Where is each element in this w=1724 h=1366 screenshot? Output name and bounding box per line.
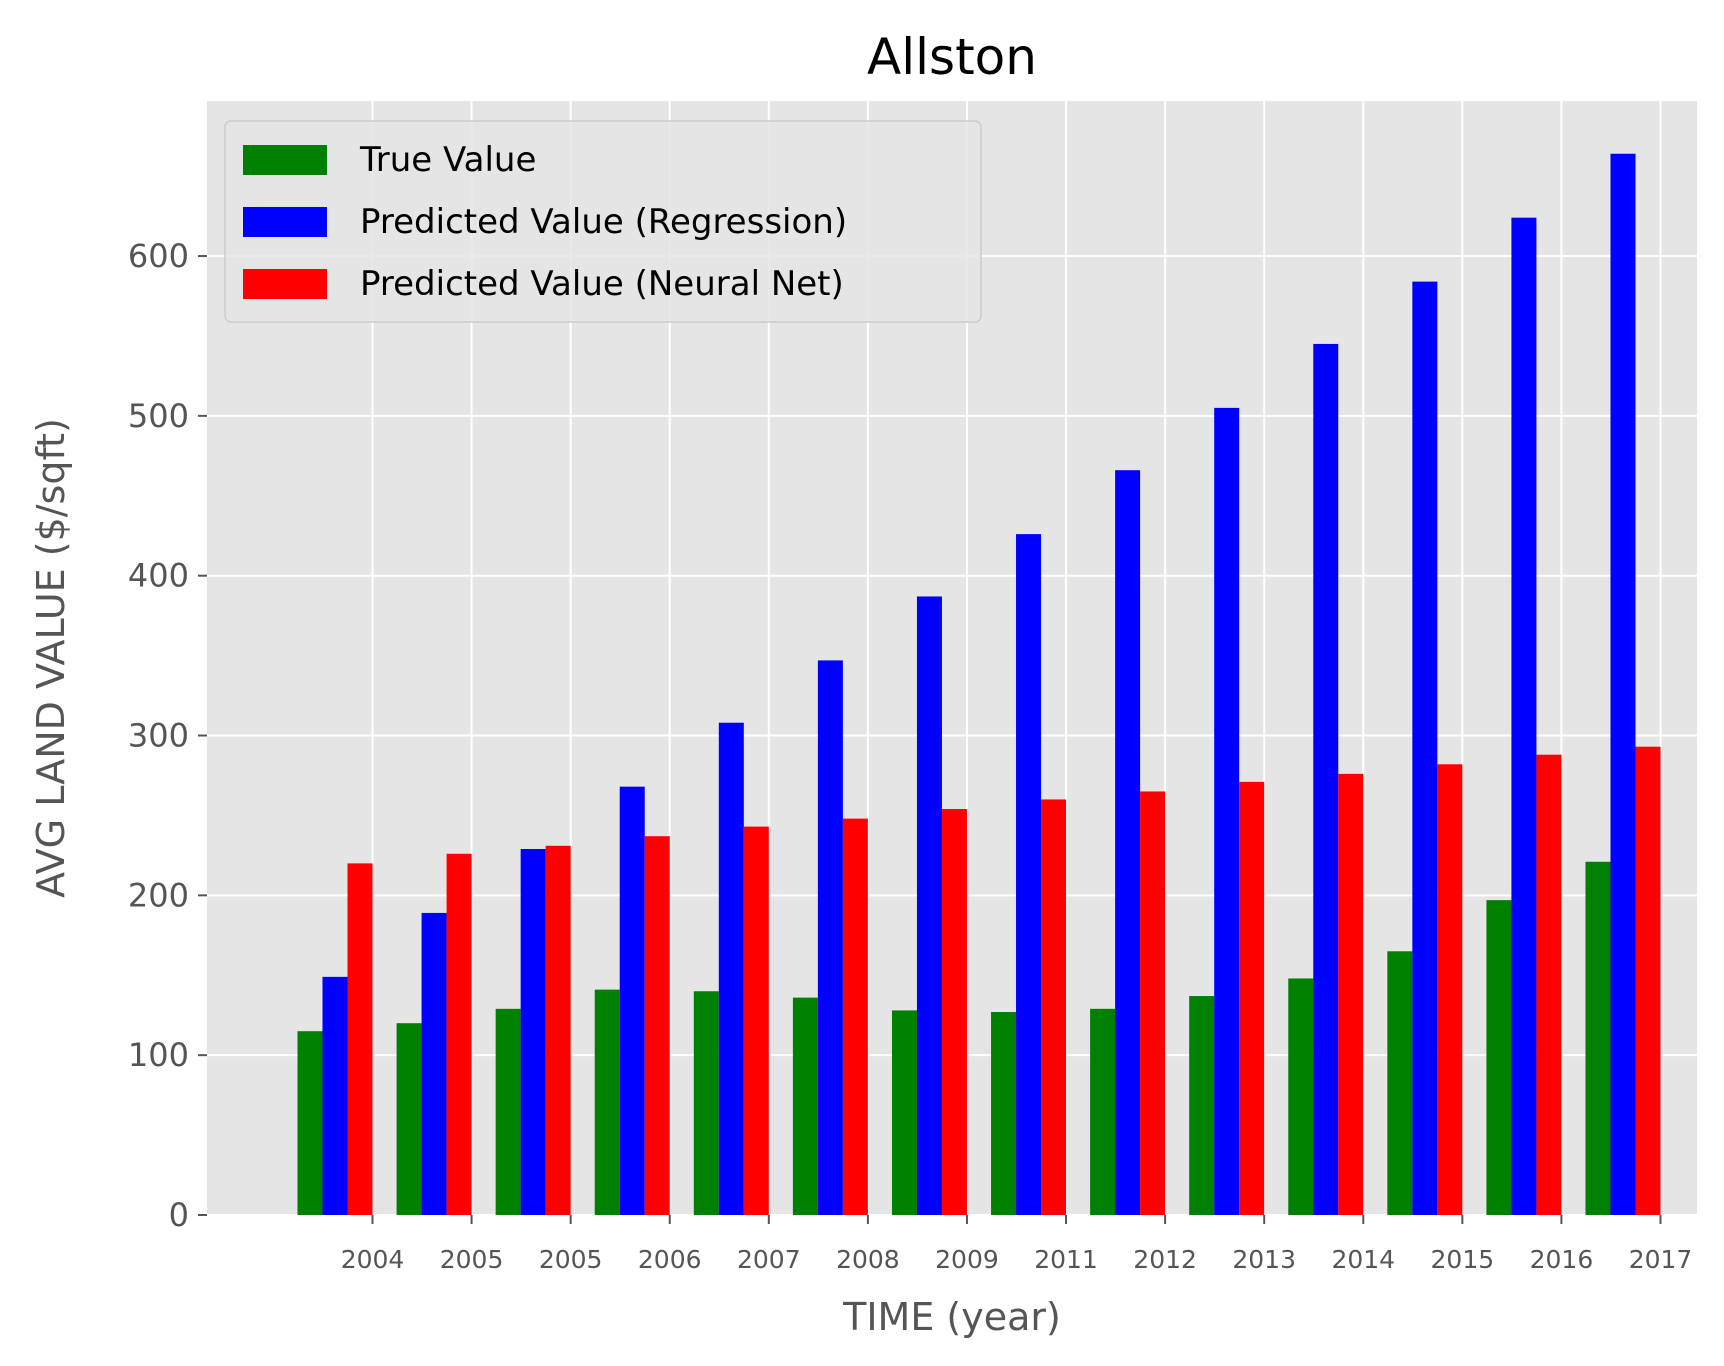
x-tick-label: 2007 — [737, 1245, 801, 1274]
bar-regression — [520, 848, 546, 1215]
bar-regression — [1412, 281, 1438, 1215]
bar-neural-net — [1239, 781, 1265, 1215]
bar-true-value — [594, 989, 620, 1215]
y-axis-label: AVG LAND VALUE ($/sqft) — [29, 418, 73, 898]
bar-neural-net — [1536, 754, 1562, 1215]
y-tick-label: 300 — [128, 717, 189, 755]
bar-regression — [718, 722, 744, 1215]
bar-neural-net — [644, 836, 670, 1215]
bar-true-value — [693, 991, 719, 1215]
legend: True Value Predicted Value (Regression) … — [224, 120, 982, 323]
legend-box — [224, 120, 982, 323]
bar-regression — [1313, 343, 1339, 1215]
y-tick-label: 500 — [128, 397, 189, 435]
bar-true-value — [792, 997, 818, 1215]
x-tick-label: 2011 — [1034, 1245, 1098, 1274]
bar-neural-net — [1635, 746, 1661, 1215]
legend-label-regression: Predicted Value (Regression) — [360, 202, 847, 242]
x-tick-label: 2015 — [1431, 1245, 1495, 1274]
chart-title: Allston — [867, 28, 1037, 86]
legend-swatch-neural-net — [243, 269, 327, 299]
bar-true-value — [1288, 978, 1314, 1215]
x-tick-label: 2016 — [1530, 1245, 1594, 1274]
bar-regression — [916, 596, 942, 1215]
y-tick-label: 0 — [169, 1196, 189, 1234]
bar-regression — [1214, 407, 1240, 1215]
bar-true-value — [396, 1023, 422, 1215]
bar-regression — [421, 912, 447, 1215]
bar-regression — [1610, 153, 1636, 1216]
bar-neural-net — [842, 818, 868, 1215]
legend-swatch-true-value — [243, 145, 327, 175]
y-tick-label: 200 — [128, 876, 189, 914]
bar-neural-net — [347, 863, 373, 1215]
bar-true-value — [891, 1010, 917, 1215]
bar-regression — [322, 976, 348, 1215]
bars — [297, 153, 1661, 1216]
bar-regression — [817, 660, 843, 1215]
bar-neural-net — [1338, 773, 1364, 1215]
legend-label-neural-net: Predicted Value (Neural Net) — [360, 264, 844, 304]
y-tick-label: 400 — [128, 557, 189, 595]
bar-regression — [1016, 534, 1042, 1215]
bar-true-value — [1585, 861, 1611, 1215]
x-tick-label: 2013 — [1232, 1245, 1296, 1274]
bar-neural-net — [446, 853, 472, 1215]
bar-true-value — [1486, 900, 1512, 1215]
bar-neural-net — [743, 826, 769, 1215]
x-tick-label: 2006 — [638, 1245, 702, 1274]
axis-ticks: 0 100 200 300 400 500 600 2004 2005 2005 2006 2007 2… — [128, 237, 1692, 1274]
bar-neural-net — [1041, 799, 1067, 1215]
x-tick-label: 2005 — [440, 1245, 504, 1274]
y-tick-label: 600 — [128, 237, 189, 275]
bar-true-value — [991, 1012, 1017, 1215]
legend-label-true-value: True Value — [359, 140, 536, 180]
x-tick-label: 2004 — [341, 1245, 405, 1274]
y-tick-label: 100 — [128, 1036, 189, 1074]
x-tick-label: 2014 — [1331, 1245, 1395, 1274]
x-tick-label: 2009 — [935, 1245, 999, 1274]
bar-neural-net — [545, 845, 571, 1215]
x-axis-label: TIME (year) — [842, 1295, 1061, 1339]
x-tick-label: 2008 — [836, 1245, 900, 1274]
bar-neural-net — [941, 809, 967, 1215]
bar-regression — [1115, 470, 1141, 1216]
x-tick-label: 2017 — [1629, 1245, 1693, 1274]
bar-true-value — [1090, 1008, 1116, 1215]
bar-true-value — [1189, 996, 1215, 1215]
bar-neural-net — [1140, 791, 1166, 1215]
bar-neural-net — [1437, 764, 1463, 1215]
x-tick-label: 2012 — [1133, 1245, 1197, 1274]
bar-true-value — [1387, 951, 1413, 1215]
x-tick-label: 2005 — [539, 1245, 603, 1274]
bar-regression — [1511, 217, 1537, 1215]
bar-regression — [619, 786, 645, 1215]
legend-swatch-regression — [243, 207, 327, 237]
bar-true-value — [297, 1031, 323, 1215]
bar-true-value — [495, 1008, 521, 1215]
